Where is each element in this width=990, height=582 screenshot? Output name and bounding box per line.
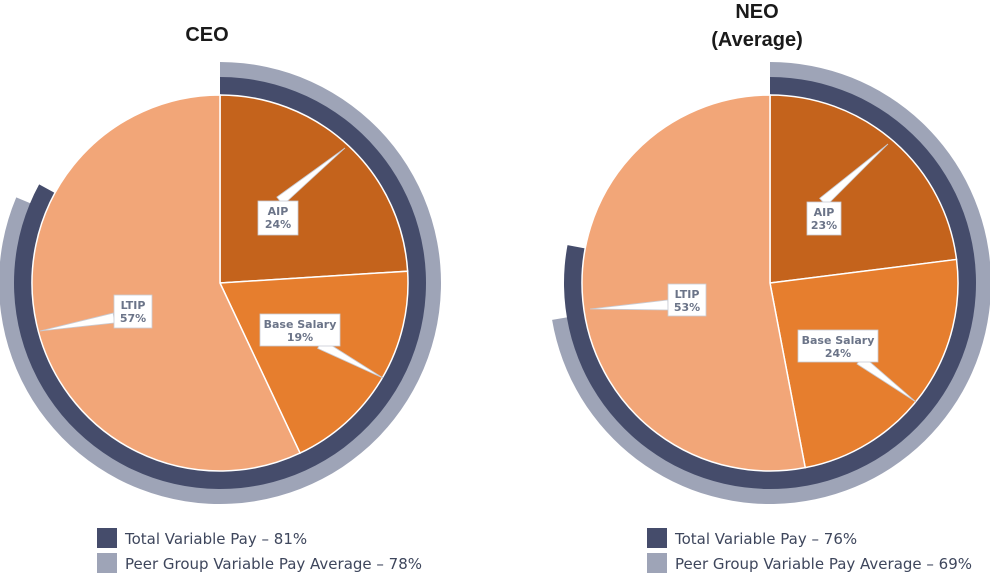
legend-label: Total Variable Pay – 76% — [674, 530, 857, 548]
slice-label: Base Salary — [802, 334, 875, 347]
slice-value-label: 24% — [825, 347, 851, 360]
slice-value-label: 19% — [287, 331, 313, 344]
legend-swatch — [97, 528, 117, 548]
slice-value-label: 57% — [120, 312, 146, 325]
callout-box — [797, 329, 879, 363]
chart-title: NEO — [735, 1, 778, 23]
callout-box — [806, 201, 842, 236]
slice-value-label: 53% — [674, 301, 700, 314]
legend-label: Total Variable Pay – 81% — [124, 530, 307, 548]
pie-slice-aip — [769, 94, 958, 284]
pie-slice-aip — [219, 94, 409, 284]
slice-value-label: 23% — [811, 219, 837, 232]
callout-box — [667, 283, 707, 317]
callout-box — [257, 200, 299, 236]
slice-label: LTIP — [675, 288, 700, 301]
slice-label: AIP — [814, 206, 835, 219]
chart-title: CEO — [185, 24, 228, 46]
callout-box — [113, 294, 153, 329]
slice-label: LTIP — [121, 299, 146, 312]
legend-label: Peer Group Variable Pay Average – 69% — [675, 555, 972, 573]
callout-box — [259, 313, 341, 347]
legend-swatch — [97, 553, 117, 573]
slice-label: Base Salary — [264, 318, 337, 331]
slice-value-label: 24% — [265, 218, 291, 231]
slice-label: AIP — [268, 205, 289, 218]
pie-slice-ltip — [31, 94, 302, 472]
legend-swatch — [647, 553, 667, 573]
legend-swatch — [647, 528, 667, 548]
pie-slice-ltip — [581, 94, 807, 472]
legend-label: Peer Group Variable Pay Average – 78% — [125, 555, 422, 573]
chart-title: (Average) — [711, 29, 803, 51]
